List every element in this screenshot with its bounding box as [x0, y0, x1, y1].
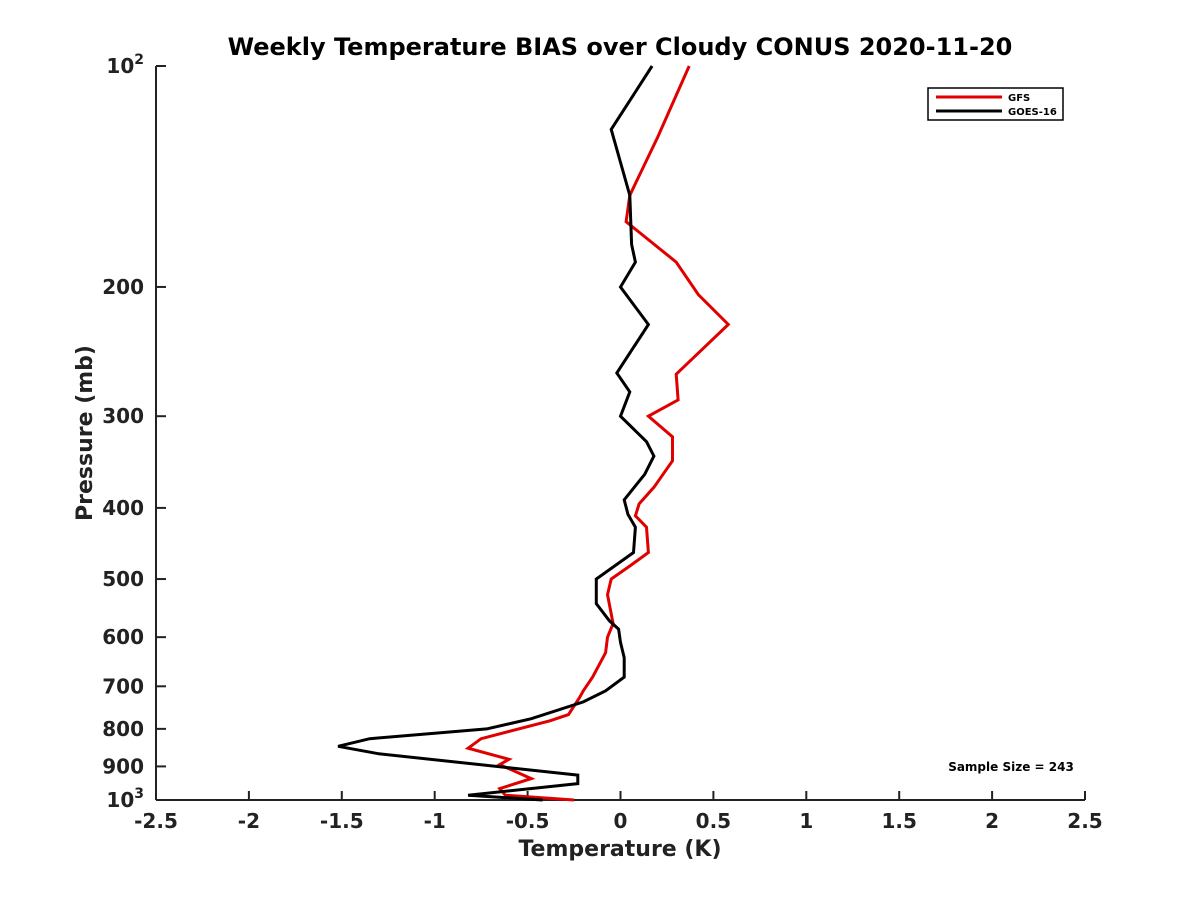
y-tick-label: 600: [102, 625, 144, 649]
x-tick-label: 0: [614, 809, 628, 833]
sample-size-annotation: Sample Size = 243: [948, 760, 1074, 774]
x-tick-label: 2.5: [1067, 809, 1102, 833]
y-axis-label: Pressure (mb): [73, 345, 98, 521]
y-tick-label: 800: [102, 717, 144, 741]
y-tick-label: 103: [106, 786, 144, 812]
y-ticks: 102 200 300 400 500 600 700 800 900 103: [102, 52, 166, 812]
y-tick-label: 900: [102, 754, 144, 778]
series-line-goes-16: [337, 65, 656, 802]
y-tick-exponent: 2: [134, 52, 144, 68]
y-tick-label: 500: [102, 567, 144, 591]
x-ticks: -2.5 -2 -1.5 -1 -0.5 0 0.5 1 1.5 2 2.5: [134, 791, 1103, 833]
legend-label: GOES-16: [1008, 107, 1057, 118]
x-tick-label: -1.5: [320, 809, 364, 833]
series-line-gfs: [464, 65, 731, 802]
x-tick-label: -2.5: [134, 809, 178, 833]
x-tick-label: 1: [799, 809, 813, 833]
x-tick-label: -1: [424, 809, 446, 833]
series-layer: [337, 65, 731, 802]
y-tick-label: 200: [102, 275, 144, 299]
y-tick-label: 300: [102, 404, 144, 428]
x-tick-label: -0.5: [506, 809, 550, 833]
x-tick-label: -2: [238, 809, 260, 833]
x-tick-label: 1.5: [881, 809, 916, 833]
chart-title: Weekly Temperature BIAS over Cloudy CONU…: [228, 33, 1013, 61]
legend-label: GFS: [1008, 93, 1030, 104]
x-tick-label: 0.5: [696, 809, 731, 833]
x-axis-label: Temperature (K): [518, 837, 721, 862]
axes: [155, 66, 1085, 801]
legend: GFS GOES-16: [927, 87, 1064, 121]
y-tick-exponent: 3: [134, 786, 144, 802]
x-tick-label: 2: [985, 809, 999, 833]
y-tick-label: 102: [106, 52, 144, 78]
legend-box: [927, 87, 1064, 121]
y-tick-label: 400: [102, 496, 144, 520]
y-tick-label: 700: [102, 674, 144, 698]
